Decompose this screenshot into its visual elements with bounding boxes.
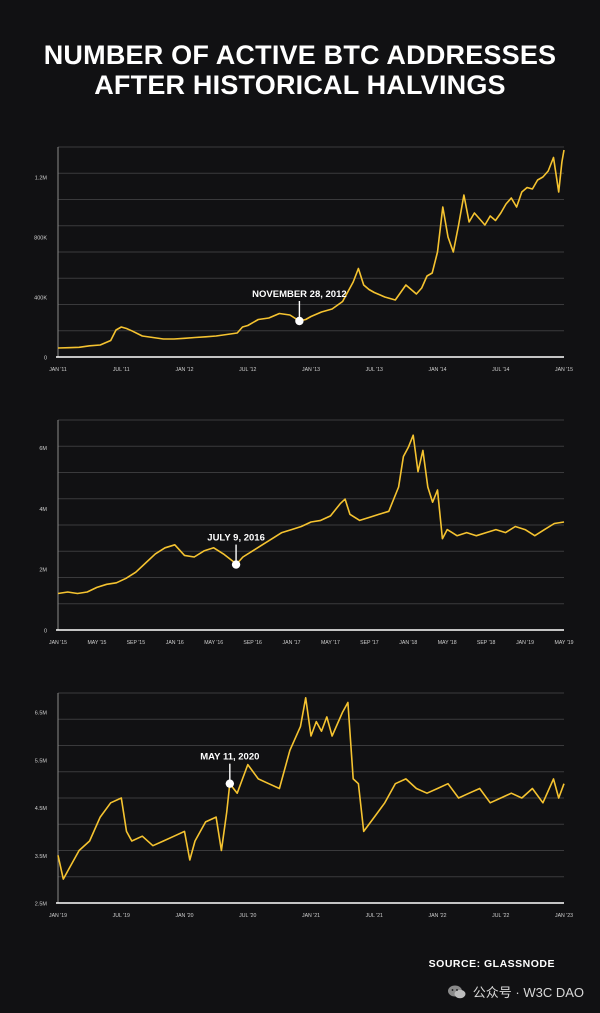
x-tick-label: MAY '19 xyxy=(555,640,574,646)
x-tick-label: JUL '11 xyxy=(113,367,130,373)
wechat-icon xyxy=(447,984,467,1000)
x-tick-label: SEP '15 xyxy=(127,640,146,646)
y-tick-label: 1.2M xyxy=(35,176,48,182)
watermark: 公众号 · W3C DAO xyxy=(447,982,584,1001)
watermark-text: 公众号 · W3C DAO xyxy=(472,985,584,1000)
y-tick-label: 400K xyxy=(34,296,47,302)
x-tick-label: JAN '23 xyxy=(555,913,573,919)
x-tick-label: JUL '12 xyxy=(239,367,256,373)
y-tick-label: 800K xyxy=(34,236,47,242)
chart-title: NUMBER OF ACTIVE BTC ADDRESSES AFTER HIS… xyxy=(0,40,600,100)
y-tick-label: 2.5M xyxy=(35,902,48,908)
x-tick-label: MAY '17 xyxy=(321,640,340,646)
x-tick-label: JAN '16 xyxy=(166,640,184,646)
y-tick-label: 4M xyxy=(39,507,47,513)
annotation-label: JULY 9, 2016 xyxy=(207,533,265,544)
chart-2019-2023: 2.5M 3.5M 4.5M 5.5M 6.5M JAN '19 JUL '19 JAN '2… xyxy=(35,692,573,919)
x-tick-label: JAN '15 xyxy=(49,640,67,646)
y-tick-label: 4.5M xyxy=(35,806,48,812)
chart-2015-2019: 0 2M 4M 6M JAN '15 MAY '15 SEP '15 JAN '16 MAY '… xyxy=(39,419,574,646)
x-tick-label: JUL '21 xyxy=(366,913,383,919)
x-tick-label: JAN '18 xyxy=(399,640,417,646)
x-tick-label: MAY '16 xyxy=(204,640,223,646)
x-tick-label: MAY '18 xyxy=(438,640,457,646)
source-label: SOURCE: GLASSNODE xyxy=(428,958,555,970)
x-tick-label: JAN '17 xyxy=(283,640,301,646)
x-tick-label: SEP '16 xyxy=(243,640,262,646)
chart-title-line-1: NUMBER OF ACTIVE BTC ADDRESSES xyxy=(43,40,557,70)
y-tick-label: 5.5M xyxy=(35,758,48,764)
x-tick-label: JUL '20 xyxy=(239,913,256,919)
x-tick-label: SEP '17 xyxy=(360,640,379,646)
x-tick-label: JAN '19 xyxy=(49,913,67,919)
y-tick-label: 0 xyxy=(44,629,47,635)
chart-title-line-2: AFTER HISTORICAL HALVINGS xyxy=(94,70,506,100)
x-tick-label: JAN '22 xyxy=(428,913,446,919)
x-tick-label: JAN '19 xyxy=(516,640,534,646)
x-tick-label: JAN '15 xyxy=(555,367,573,373)
x-tick-label: JUL '14 xyxy=(492,367,509,373)
y-tick-label: 0 xyxy=(44,356,47,362)
chart-2011-2015: 0 400K 800K 1.2M JAN '11 JUL '11 JAN '12 JUL '1… xyxy=(34,146,573,373)
y-tick-label: 6M xyxy=(39,446,47,452)
x-tick-label: JAN '11 xyxy=(49,367,67,373)
x-tick-label: JUL '13 xyxy=(366,367,383,373)
y-tick-label: 3.5M xyxy=(35,854,48,860)
x-tick-label: JAN '14 xyxy=(428,367,446,373)
halving-marker xyxy=(295,316,304,326)
halving-marker xyxy=(225,779,235,788)
x-tick-label: JAN '13 xyxy=(302,367,320,373)
annotation-label: MAY 11, 2020 xyxy=(200,752,259,763)
x-tick-label: MAY '15 xyxy=(87,640,106,646)
x-tick-label: JAN '12 xyxy=(175,367,193,373)
series-line xyxy=(57,697,565,880)
y-tick-label: 6.5M xyxy=(35,711,48,717)
halving-marker xyxy=(231,560,241,569)
x-tick-label: JAN '20 xyxy=(175,913,193,919)
series-line xyxy=(57,434,565,595)
x-tick-label: JUL '19 xyxy=(113,913,130,919)
x-tick-label: SEP '18 xyxy=(477,640,496,646)
x-tick-label: JUL '22 xyxy=(492,913,509,919)
series-line xyxy=(57,149,565,349)
x-tick-label: JAN '21 xyxy=(302,913,320,919)
y-tick-label: 2M xyxy=(39,568,47,574)
annotation-label: NOVEMBER 28, 2012 xyxy=(252,289,347,300)
